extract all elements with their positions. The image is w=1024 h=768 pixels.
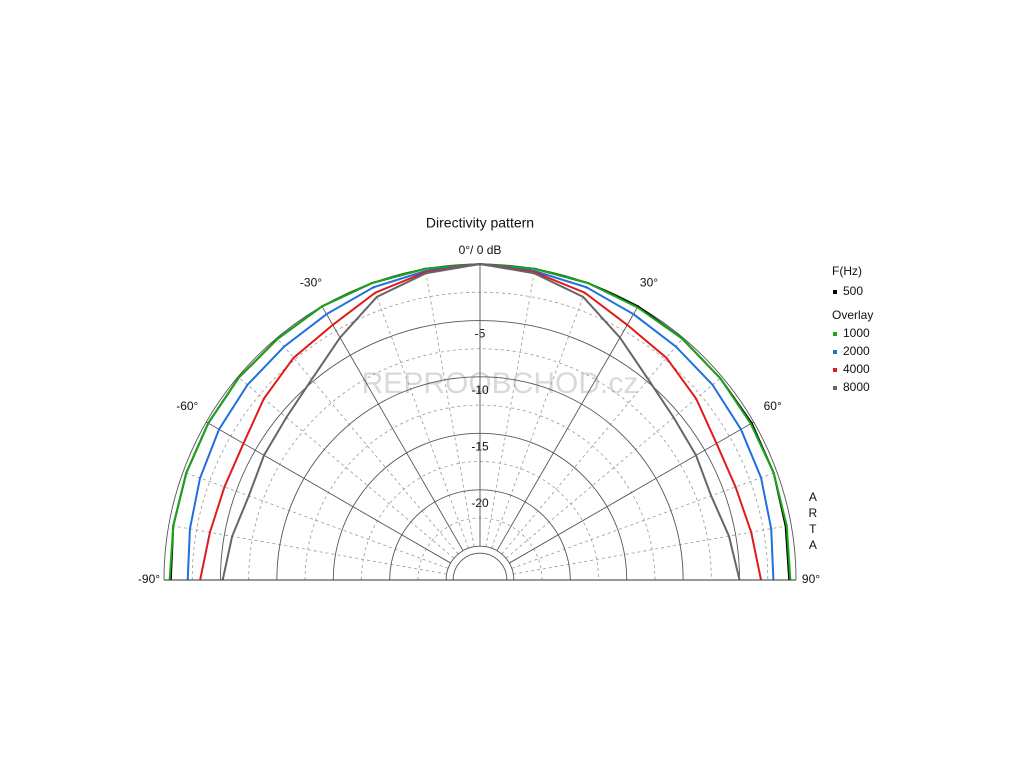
legend-swatch (833, 332, 837, 336)
zero-label: 0°/ 0 dB (459, 243, 502, 257)
theta-tick-label: 90° (802, 572, 820, 586)
minor-radial (491, 282, 589, 549)
radial-line (509, 421, 754, 564)
minor-radial (276, 337, 459, 555)
radial-line (206, 421, 451, 564)
hole (452, 552, 508, 581)
minor-radial (424, 268, 475, 547)
minor-radial (237, 376, 455, 559)
legend-swatch (833, 350, 837, 354)
minor-ring (248, 348, 712, 581)
minor-radial (168, 524, 447, 575)
theta-tick-label: -30° (300, 275, 322, 289)
watermark: REPROOBCHOD.cz (362, 367, 639, 400)
minor-radial (182, 471, 449, 569)
legend-swatch (833, 290, 837, 294)
ring (445, 545, 515, 581)
theta-tick-label: -90° (138, 572, 160, 586)
minor-radial (505, 376, 723, 559)
minor-radial (371, 282, 469, 549)
minor-ring (304, 404, 656, 581)
legend-label: 8000 (843, 380, 870, 394)
minor-radial (485, 268, 536, 547)
legend-overlay: Overlay (832, 308, 873, 322)
side-text: ARTA (806, 490, 820, 554)
chart-title: Directivity pattern (426, 215, 534, 231)
theta-tick-label: 60° (764, 399, 782, 413)
legend-label: 2000 (843, 344, 870, 358)
legend-swatch (833, 368, 837, 372)
legend-title: F(Hz) (832, 264, 862, 278)
radial-line (496, 306, 639, 551)
legend-label: 1000 (843, 326, 870, 340)
legend-swatch (833, 386, 837, 390)
series-line (221, 262, 741, 581)
theta-tick-label: -60° (176, 399, 198, 413)
radial-line (321, 306, 464, 551)
minor-radial (501, 337, 684, 555)
legend-label: 500 (843, 284, 863, 298)
legend-label: 4000 (843, 362, 870, 376)
theta-tick-label: 30° (640, 275, 658, 289)
minor-radial (513, 524, 792, 575)
minor-radial (511, 471, 778, 569)
